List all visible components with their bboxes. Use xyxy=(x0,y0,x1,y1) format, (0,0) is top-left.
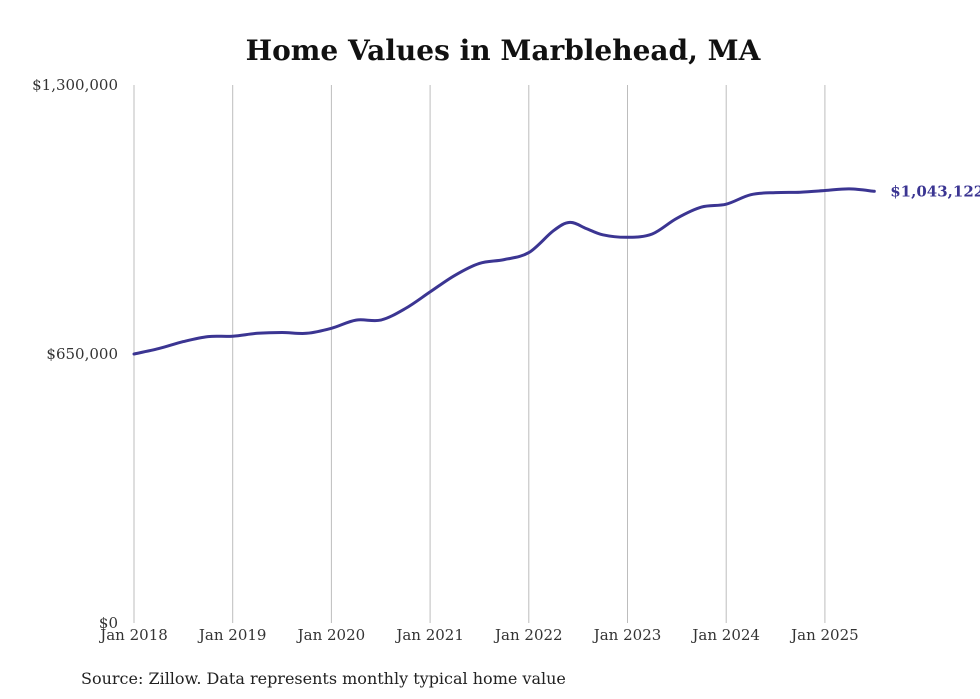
x-tick-label: Jan 2020 xyxy=(296,626,366,644)
series-line xyxy=(132,187,876,356)
source-note: Source: Zillow. Data represents monthly … xyxy=(81,669,566,688)
x-tick-label: Jan 2021 xyxy=(394,626,464,644)
x-tick-label: Jan 2019 xyxy=(197,626,267,644)
y-tick-label: $0 xyxy=(99,614,118,632)
chart-title: Home Values in Marblehead, MA xyxy=(246,34,762,67)
x-tick-label: Jan 2023 xyxy=(592,626,662,644)
x-tick-label: Jan 2025 xyxy=(789,626,859,644)
y-tick-label: $1,300,000 xyxy=(32,76,118,94)
x-tick-label: Jan 2018 xyxy=(98,626,168,644)
y-axis: $0 $650,000 $1,300,000 xyxy=(32,76,118,632)
series-layer: $1,043,122 xyxy=(132,182,980,356)
x-tick-label: Jan 2022 xyxy=(493,626,563,644)
y-tick-label: $650,000 xyxy=(46,345,118,363)
x-axis: Jan 2018 Jan 2019 Jan 2020 Jan 2021 Jan 2022… xyxy=(98,626,858,644)
gridlines xyxy=(133,85,826,623)
end-value-label: $1,043,122 xyxy=(890,182,980,200)
x-tick-label: Jan 2024 xyxy=(690,626,760,644)
